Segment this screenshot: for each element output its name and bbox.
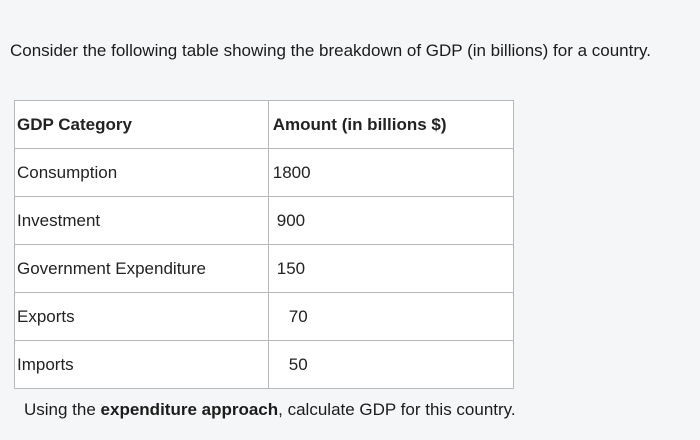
category-cell: Exports	[14, 292, 269, 341]
amount-cell: 900	[267, 196, 515, 245]
category-cell: Investment	[14, 196, 269, 245]
amount-cell: 70	[267, 292, 515, 341]
gdp-table: GDP Category Amount (in billions $) Cons…	[14, 100, 515, 389]
amount-cell: 150	[267, 244, 515, 293]
table-row: Government Expenditure 150	[14, 244, 515, 293]
question-after: , calculate GDP for this country.	[278, 400, 516, 419]
header-amount: Amount (in billions $)	[267, 100, 515, 149]
question-text: Using the expenditure approach, calculat…	[24, 400, 516, 420]
category-cell: Consumption	[14, 148, 269, 197]
intro-text: Consider the following table showing the…	[10, 41, 651, 60]
table-row: Imports 50	[14, 340, 515, 389]
amount-cell: 50	[267, 340, 515, 389]
amount-cell: 1800	[267, 148, 515, 197]
table-row: Exports 70	[14, 292, 515, 341]
question-emphasis: expenditure approach	[100, 400, 279, 419]
table-row: Investment 900	[14, 196, 515, 245]
question-before: Using the	[24, 400, 101, 419]
table-header-row: GDP Category Amount (in billions $)	[14, 100, 515, 149]
category-cell: Imports	[14, 340, 269, 389]
category-cell: Government Expenditure	[14, 244, 269, 293]
table-row: Consumption 1800	[14, 148, 515, 197]
header-gdp-category: GDP Category	[14, 100, 269, 149]
